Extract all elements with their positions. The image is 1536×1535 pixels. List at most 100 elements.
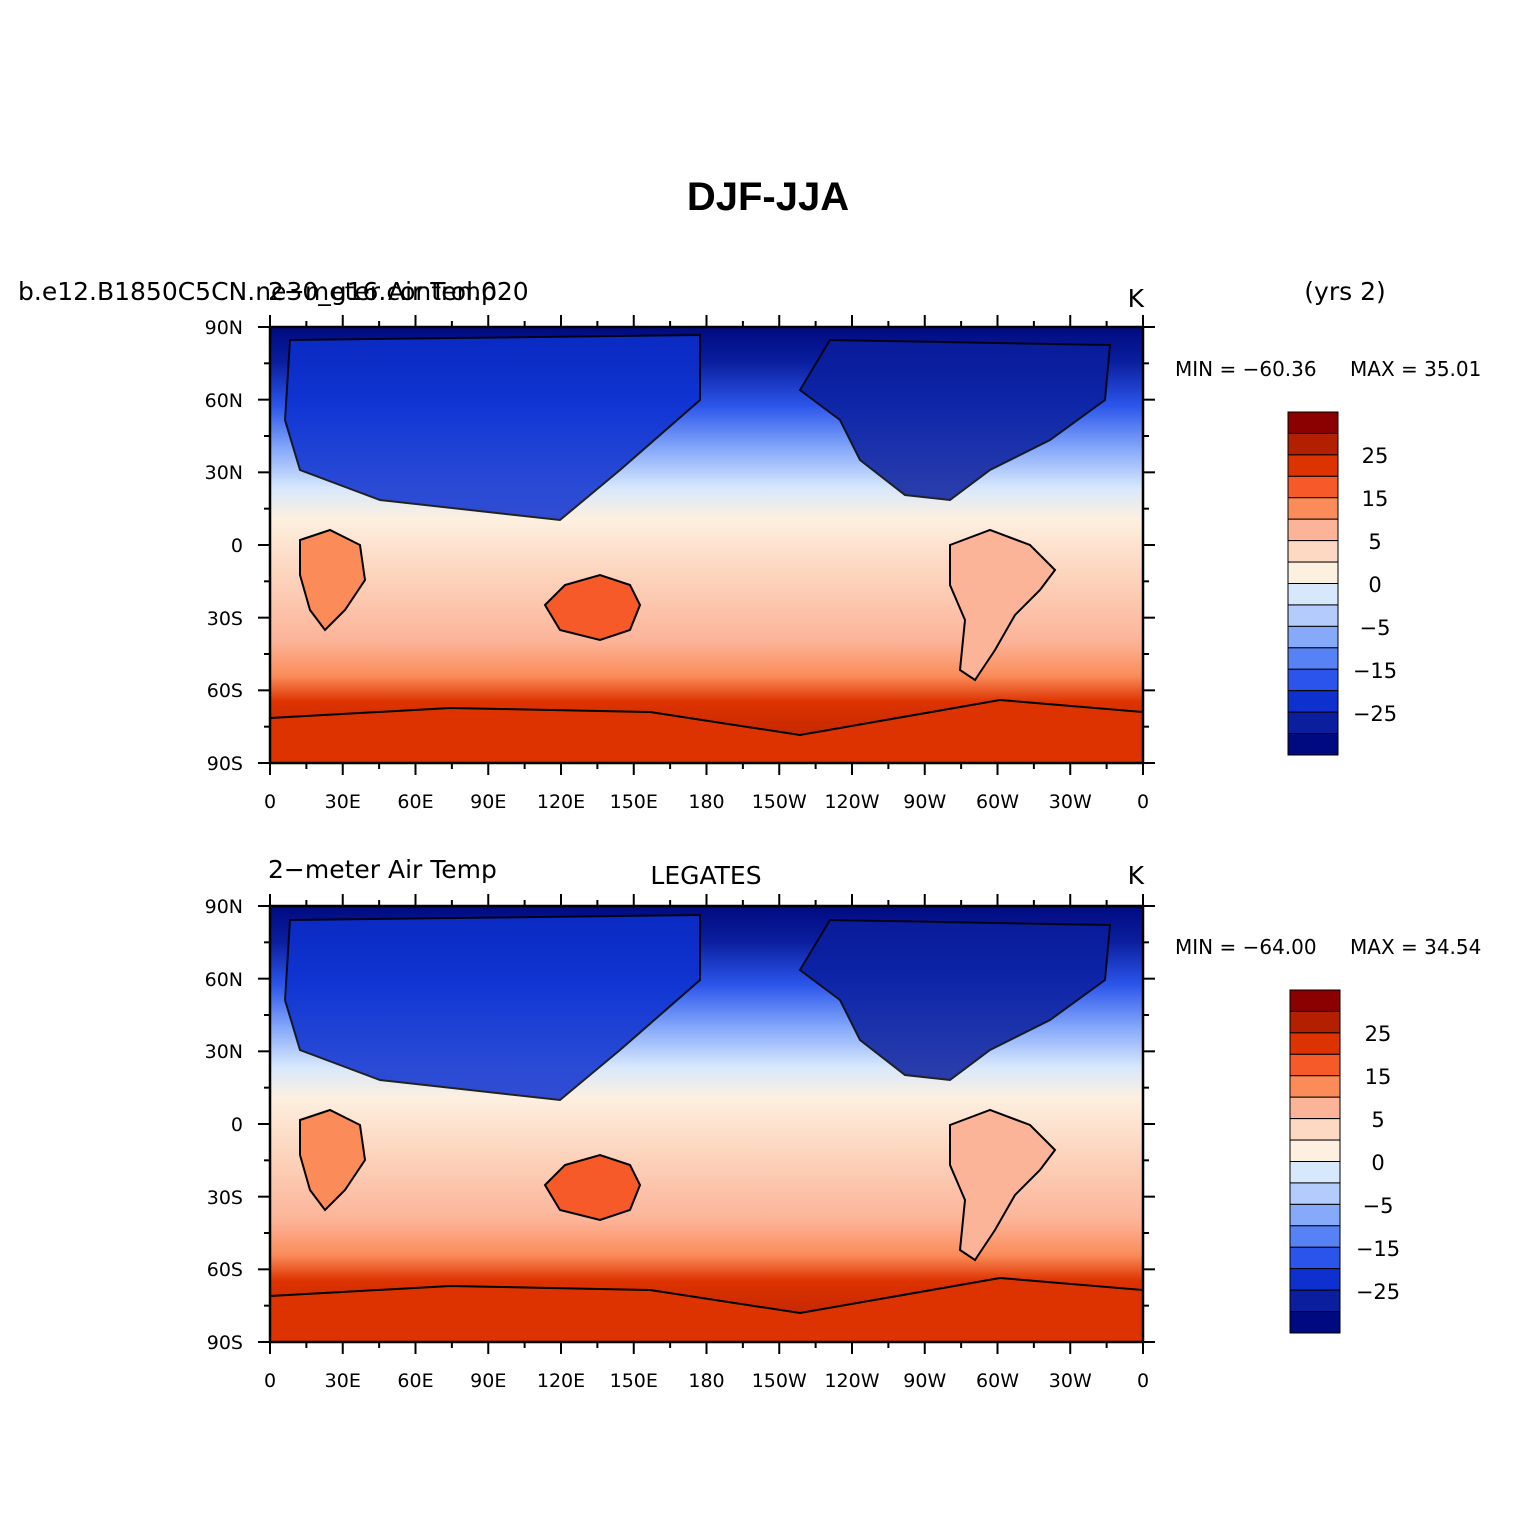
colorbar-swatch [1289, 1032, 1341, 1055]
x-tick-label: 60E [397, 791, 433, 813]
x-tick-label: 90W [903, 1370, 946, 1392]
colorbar-label: 0 [1368, 573, 1381, 597]
y-tick-label: 90N [205, 896, 243, 918]
colorbar-swatch [1287, 604, 1339, 627]
x-tick-label: 30E [325, 1370, 361, 1392]
x-tick-label: 60W [976, 791, 1019, 813]
colorbar-swatch [1287, 411, 1339, 434]
panel-1-left-title-overlay: 2−meter Air Temp [268, 277, 497, 306]
map-1 [268, 325, 1145, 765]
x-tick-label: 0 [1137, 1370, 1149, 1392]
colorbar-swatch [1287, 432, 1339, 456]
y-tick-label: 30N [205, 1041, 243, 1063]
colorbar-swatch [1287, 711, 1339, 735]
y-tick-label: 60S [207, 1259, 243, 1281]
axis-ticks [258, 315, 1155, 1354]
colorbar-swatch [1289, 1311, 1341, 1334]
x-tick-label: 120W [824, 1370, 879, 1392]
colorbar-swatch [1289, 1075, 1341, 1098]
y-tick-labels-2: 90N 60N 30N 0 30S 60S 90S [205, 896, 243, 1354]
panel-2-min: MIN = −64.00 [1175, 935, 1317, 959]
colorbar-swatch [1289, 1225, 1341, 1248]
y-tick-label: 60S [207, 680, 243, 702]
x-tick-labels-2: 0 30E 60E 90E 120E 150E 180 150W 120W 90… [264, 1370, 1149, 1392]
colorbar-swatch [1289, 1096, 1341, 1120]
panel-1-units: K [1128, 284, 1145, 313]
x-tick-label: 150E [610, 1370, 658, 1392]
colorbar-swatch [1289, 1203, 1341, 1227]
x-tick-labels-1: 0 30E 60E 90E 120E 150E 180 150W 120W 90… [264, 791, 1149, 813]
colorbar-label: 15 [1365, 1065, 1392, 1089]
y-tick-label: 30S [207, 1187, 243, 1209]
colorbar-label: 25 [1365, 1022, 1392, 1046]
colorbar-label: −15 [1353, 659, 1397, 683]
panel-model: b.e12.B1850C5CN.ne30_g16.control.020 2−m… [18, 277, 1481, 813]
x-tick-label: 120E [537, 1370, 585, 1392]
colorbar-label: −5 [1360, 616, 1391, 640]
y-tick-label: 90N [205, 317, 243, 339]
panel-2-center-title: LEGATES [650, 861, 761, 890]
colorbar-1-labels: 25 15 5 0 −5 −15 −25 [1353, 444, 1397, 726]
panel-2-units: K [1128, 861, 1145, 890]
y-tick-label: 60N [205, 390, 243, 412]
colorbar-label: −5 [1363, 1194, 1394, 1218]
panel-1-min: MIN = −60.36 [1175, 357, 1317, 381]
colorbar-swatch [1289, 1139, 1341, 1162]
y-tick-label: 0 [231, 1114, 243, 1136]
x-tick-label: 150W [752, 791, 807, 813]
colorbar-swatch [1287, 518, 1339, 542]
colorbar-label: 5 [1371, 1108, 1384, 1132]
panel-1-left-title: b.e12.B1850C5CN.ne30_g16.control.020 [18, 277, 529, 306]
colorbar-swatch [1289, 1118, 1341, 1141]
colorbar-swatch [1289, 1053, 1341, 1077]
map-2 [268, 904, 1145, 1344]
colorbar-swatch [1289, 1010, 1341, 1034]
x-tick-label: 150W [752, 1370, 807, 1392]
colorbar-label: −25 [1356, 1280, 1400, 1304]
y-tick-label: 90S [207, 753, 243, 775]
x-tick-label: 180 [688, 1370, 724, 1392]
main-title: DJF-JJA [687, 175, 849, 219]
colorbar-label: 0 [1371, 1151, 1384, 1175]
colorbar-swatch [1287, 540, 1339, 563]
panel-2-max: MAX = 34.54 [1350, 935, 1481, 959]
colorbar-1 [1287, 411, 1339, 756]
colorbar-label: −15 [1356, 1237, 1400, 1261]
panel-2-left-title: 2−meter Air Temp [268, 855, 497, 884]
x-tick-label: 120W [824, 791, 879, 813]
y-tick-labels-1: 90N 60N 30N 0 30S 60S 90S [205, 317, 243, 775]
panel-obs: 2−meter Air Temp LEGATES K MIN = −64.00 … [205, 855, 1482, 1392]
colorbar-swatch [1289, 1246, 1341, 1270]
x-tick-label: 30W [1049, 1370, 1092, 1392]
colorbar-2 [1289, 989, 1341, 1334]
x-tick-label: 180 [688, 791, 724, 813]
colorbar-swatch [1287, 583, 1339, 606]
colorbar-swatch [1289, 1182, 1341, 1205]
y-tick-label: 0 [231, 535, 243, 557]
y-tick-label: 30S [207, 608, 243, 630]
colorbar-swatch [1287, 690, 1339, 713]
x-tick-label: 0 [264, 1370, 276, 1392]
y-tick-label: 30N [205, 462, 243, 484]
panel-1-max: MAX = 35.01 [1350, 357, 1481, 381]
x-tick-label: 0 [1137, 791, 1149, 813]
x-tick-label: 0 [264, 791, 276, 813]
x-tick-label: 30E [325, 791, 361, 813]
x-tick-label: 120E [537, 791, 585, 813]
colorbar-swatch [1287, 668, 1339, 692]
y-tick-label: 60N [205, 969, 243, 991]
colorbar-swatch [1287, 454, 1339, 477]
x-tick-label: 90W [903, 791, 946, 813]
y-tick-label: 90S [207, 1332, 243, 1354]
colorbar-swatch [1287, 733, 1339, 756]
colorbar-label: 5 [1368, 530, 1381, 554]
colorbar-label: 25 [1362, 444, 1389, 468]
colorbar-swatch [1287, 475, 1339, 499]
colorbar-swatch [1287, 561, 1339, 584]
colorbar-swatch [1289, 1289, 1341, 1313]
x-tick-label: 60W [976, 1370, 1019, 1392]
colorbar-swatch [1287, 497, 1339, 520]
colorbar-swatch [1287, 625, 1339, 649]
colorbar-swatch [1289, 989, 1341, 1012]
